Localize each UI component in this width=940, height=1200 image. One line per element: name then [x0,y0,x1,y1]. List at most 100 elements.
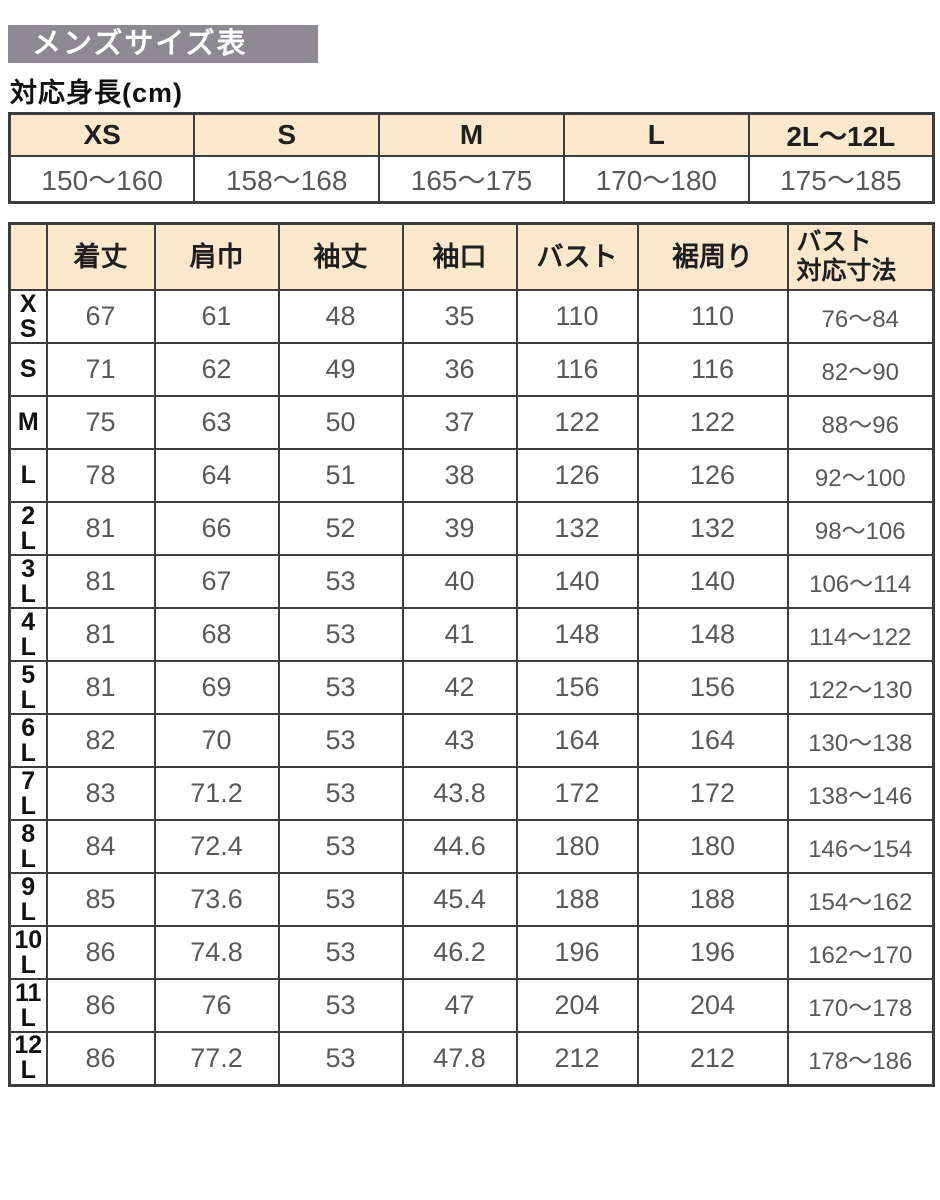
measurement-cell: 83 [45,766,156,821]
measurement-cell: 126 [515,448,639,503]
size-table-col-header: 裾周り [636,222,789,291]
measurement-cell: 38 [401,448,518,503]
measurement-cell: 164 [636,713,789,768]
table-row: 3 L 81 67 53 40 140 140 106～114 [8,554,935,609]
table-row: 2 L 81 66 52 39 132 132 98～106 [8,501,935,556]
table-row: 6 L 82 70 53 43 164 164 130～138 [8,713,935,768]
table-row: 10 L 86 74.8 53 46.2 196 196 162～170 [8,925,935,980]
table-row: 12 L 86 77.2 53 47.8 212 212 178～186 [8,1031,935,1086]
height-range-cell: 170～180 [562,155,750,204]
measurement-cell: 140 [636,554,789,609]
measurement-cell: 116 [636,342,789,397]
height-col-header: S [193,112,381,157]
measurement-cell: 76～84 [786,289,935,344]
table-row: 5 L 81 69 53 42 156 156 122～130 [8,660,935,715]
measurement-cell: 49 [277,342,404,397]
measurement-cell: 140 [515,554,639,609]
measurement-cell: 81 [45,554,156,609]
measurement-cell: 69 [153,660,280,715]
size-table-col-header: 袖口 [401,222,518,291]
measurement-cell: 62 [153,342,280,397]
row-size-label: 2 L [8,501,48,556]
measurement-cell: 51 [277,448,404,503]
measurement-cell: 212 [636,1031,789,1086]
measurement-cell: 188 [636,872,789,927]
measurement-cell: 71.2 [153,766,280,821]
measurement-cell: 164 [515,713,639,768]
measurement-cell: 98～106 [786,501,935,556]
measurement-cell: 204 [515,978,639,1033]
table-row: 8 L 84 72.4 53 44.6 180 180 146～154 [8,819,935,874]
measurement-cell: 148 [515,607,639,662]
row-size-label: M [8,395,48,450]
measurement-cell: 156 [636,660,789,715]
height-table-value-row: 150～160 158～168 165～175 170～180 175～185 [8,155,935,204]
measurement-cell: 85 [45,872,156,927]
measurement-cell: 64 [153,448,280,503]
table-row: L 78 64 51 38 126 126 92～100 [8,448,935,503]
row-size-label: 9 L [8,872,48,927]
measurement-cell: 106～114 [786,554,935,609]
measurement-cell: 84 [45,819,156,874]
measurement-cell: 162～170 [786,925,935,980]
measurement-cell: 77.2 [153,1031,280,1086]
measurement-cell: 70 [153,713,280,768]
height-range-cell: 158～168 [193,155,381,204]
measurement-cell: 47.8 [401,1031,518,1086]
measurement-cell: 126 [636,448,789,503]
row-size-label: X S [8,289,48,344]
measurement-cell: 88～96 [786,395,935,450]
measurement-cell: 180 [636,819,789,874]
measurement-cell: 86 [45,925,156,980]
measurement-cell: 66 [153,501,280,556]
measurement-cell: 114～122 [786,607,935,662]
measurement-cell: 35 [401,289,518,344]
table-row: 7 L 83 71.2 53 43.8 172 172 138～146 [8,766,935,821]
measurement-cell: 92～100 [786,448,935,503]
measurement-cell: 53 [277,819,404,874]
height-range-cell: 150～160 [8,155,196,204]
row-size-label: S [8,342,48,397]
height-col-header: 2L～12L [747,112,935,157]
measurement-cell: 53 [277,872,404,927]
measurement-cell: 172 [636,766,789,821]
measurement-cell: 42 [401,660,518,715]
measurement-cell: 212 [515,1031,639,1086]
measurement-cell: 53 [277,978,404,1033]
height-table: XS S M L 2L～12L 150～160 158～168 165～175 170～180… [8,112,935,204]
row-size-label: 12 L [8,1031,48,1086]
row-size-label: 6 L [8,713,48,768]
measurement-cell: 74.8 [153,925,280,980]
measurement-cell: 61 [153,289,280,344]
height-range-cell: 165～175 [378,155,565,204]
measurement-cell: 110 [636,289,789,344]
height-col-header: XS [8,112,196,157]
measurement-cell: 67 [45,289,156,344]
measurement-cell: 73.6 [153,872,280,927]
measurement-cell: 48 [277,289,404,344]
height-col-header: M [378,112,565,157]
measurement-cell: 43 [401,713,518,768]
table-row: 4 L 81 68 53 41 148 148 114～122 [8,607,935,662]
measurement-cell: 81 [45,501,156,556]
measurement-cell: 53 [277,1031,404,1086]
measurement-cell: 110 [515,289,639,344]
row-size-label: 7 L [8,766,48,821]
row-size-label: L [8,448,48,503]
measurement-cell: 72.4 [153,819,280,874]
row-size-label: 8 L [8,819,48,874]
measurement-cell: 178～186 [786,1031,935,1086]
measurement-cell: 41 [401,607,518,662]
measurement-cell: 40 [401,554,518,609]
measurement-cell: 68 [153,607,280,662]
measurement-cell: 47 [401,978,518,1033]
size-table-col-header: 着丈 [45,222,156,291]
size-table-col-header: バスト [515,222,639,291]
measurement-cell: 86 [45,1031,156,1086]
height-section-label: 対応身長(cm) [10,78,184,108]
measurement-cell: 148 [636,607,789,662]
measurement-cell: 196 [636,925,789,980]
measurement-cell: 204 [636,978,789,1033]
table-row: S 71 62 49 36 116 116 82～90 [8,342,935,397]
